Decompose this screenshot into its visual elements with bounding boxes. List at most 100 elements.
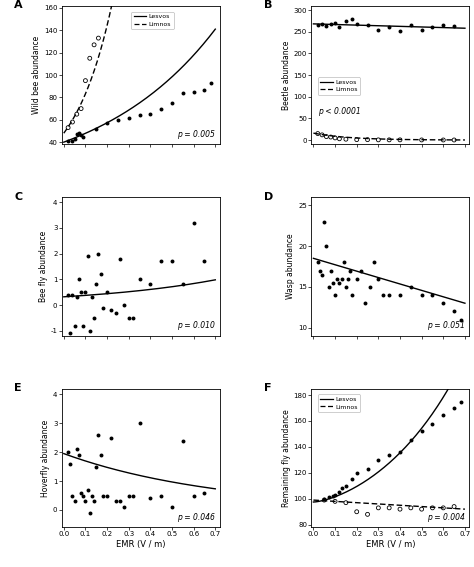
Point [77,131,85,140]
Point [374,274,382,284]
X-axis label: EMR (V / m): EMR (V / m) [365,540,415,549]
Text: B: B [264,0,272,10]
Point [125,314,133,323]
Point [407,503,415,513]
Point [385,503,393,513]
Y-axis label: Remaining fly abundance: Remaining fly abundance [282,409,291,507]
Point [201,85,208,94]
Point [88,293,96,302]
Point [374,136,382,145]
Text: p = 0.046: p = 0.046 [177,513,215,522]
Point [364,20,371,29]
Point [125,491,133,500]
Point [82,287,89,297]
Point [327,133,335,142]
Point [396,136,404,145]
Legend: Lesvos, Limnos: Lesvos, Limnos [318,395,360,412]
Point [439,20,447,29]
Point [338,484,346,493]
Point [418,136,426,145]
Point [168,99,176,108]
Point [323,132,330,141]
Point [136,418,143,428]
Point [323,22,330,31]
Point [342,282,350,291]
Point [112,308,119,318]
Point [428,503,436,513]
Point [75,451,83,460]
Point [90,314,98,323]
Point [407,436,415,445]
Point [120,502,128,511]
Point [333,274,341,284]
Point [385,290,393,299]
Point [318,270,326,279]
Point [439,136,447,145]
Point [396,26,404,35]
Y-axis label: Bee fly abundance: Bee fly abundance [39,231,48,302]
Point [428,290,436,299]
Point [338,274,346,284]
Point [80,132,87,141]
Point [327,266,335,275]
Point [80,491,87,500]
Point [374,503,382,513]
Text: C: C [14,192,22,202]
Point [428,23,436,32]
Point [331,133,339,142]
Point [342,135,350,144]
Point [73,293,81,302]
Point [329,278,337,287]
Point [95,249,102,258]
Point [314,258,321,267]
Point [146,494,154,503]
Point [84,485,91,494]
Point [418,505,426,514]
Point [92,462,100,471]
Point [179,436,187,445]
Point [331,490,339,500]
Point [108,433,115,442]
Point [396,505,404,514]
Point [168,257,176,266]
Point [439,503,447,513]
Point [336,488,343,497]
Point [450,22,458,31]
Point [201,488,208,497]
Point [396,447,404,456]
Point [80,321,87,330]
Point [146,109,154,119]
Legend: Lesvos, Limnos: Lesvos, Limnos [131,11,173,29]
Point [103,491,111,500]
Point [342,481,350,490]
Point [418,290,426,299]
Point [114,115,122,124]
Point [97,451,104,460]
Point [385,23,393,32]
Point [418,25,426,34]
Point [370,258,378,267]
Point [92,280,100,289]
Y-axis label: Beetle abundance: Beetle abundance [282,40,291,110]
Point [95,33,102,43]
Y-axis label: Hoverfly abundance: Hoverfly abundance [41,420,50,497]
Point [450,502,458,511]
Text: p = 0.010: p = 0.010 [177,321,215,331]
Text: p < 0.0001: p < 0.0001 [318,107,360,116]
Point [190,218,198,227]
Point [342,498,350,507]
Point [325,493,332,502]
Point [90,497,98,506]
Point [336,278,343,287]
Point [353,135,361,144]
Point [136,111,143,120]
Text: p = 0.005: p = 0.005 [177,130,215,139]
Point [77,488,85,497]
Point [329,492,337,501]
Point [327,20,335,29]
Point [353,19,361,28]
Point [336,134,343,143]
Text: p < 0.0001: p < 0.0001 [0,566,1,567]
Point [125,113,133,122]
Point [344,274,352,284]
